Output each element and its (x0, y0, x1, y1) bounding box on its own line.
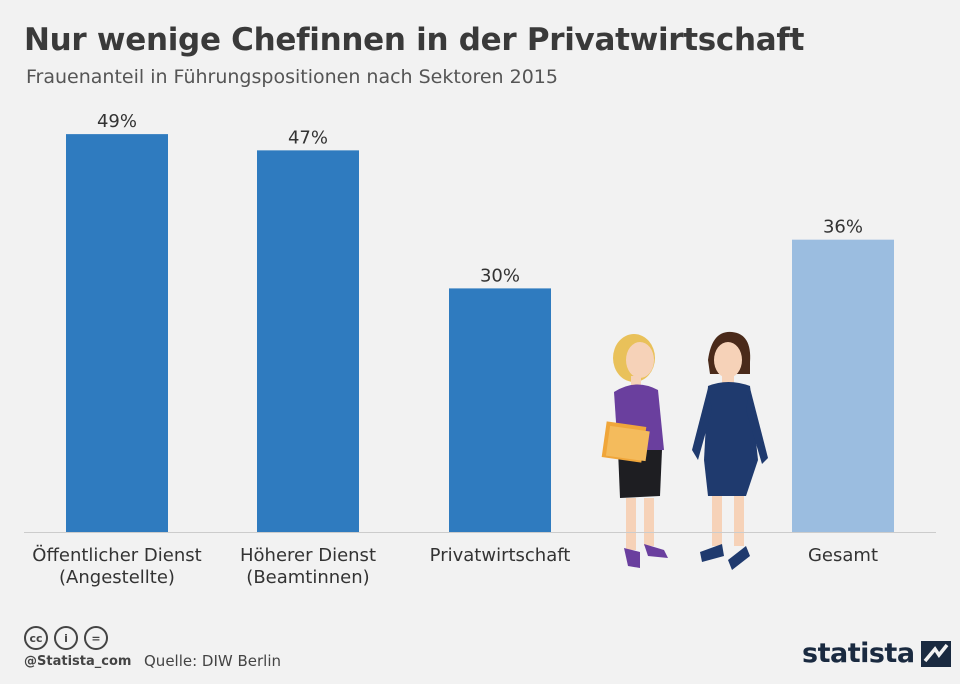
license-icons: cc i = (24, 626, 108, 650)
category-label-0-0: Öffentlicher Dienst (32, 544, 201, 566)
bar-1 (257, 150, 359, 533)
value-label-2: 30% (480, 265, 520, 286)
category-label-0-1: (Angestellte) (59, 567, 175, 588)
bar-0 (66, 134, 168, 532)
businesswomen-illustration-icon (601, 331, 768, 570)
statista-logo-icon (920, 640, 951, 667)
attribution-icon: i (54, 626, 78, 650)
value-label-1: 47% (288, 127, 328, 148)
value-label-0: 49% (97, 111, 137, 132)
bar-2 (449, 288, 551, 532)
creative-commons-icon: cc (24, 626, 48, 650)
bar-3 (792, 239, 894, 532)
category-label-1-0: Höherer Dienst (240, 545, 376, 566)
chart-subtitle: Frauenanteil in Führungspositionen nach … (26, 66, 558, 88)
source-note: Quelle: DIW Berlin (144, 652, 282, 670)
value-label-3: 36% (823, 217, 863, 238)
statista-handle: @Statista_com (24, 654, 132, 669)
category-label-2-0: Privatwirtschaft (430, 545, 571, 566)
category-label-1-1: (Beamtinnen) (246, 567, 369, 588)
chart-title: Nur wenige Chefinnen in der Privatwirtsc… (24, 22, 805, 58)
statista-logo-text: statista (802, 638, 915, 669)
bar-chart: 49% Öffentlicher Dienst(Angestellte) 47% Hö… (24, 111, 936, 588)
no-derivatives-icon: = (84, 626, 108, 650)
category-label-3-0: Gesamt (808, 545, 878, 566)
statista-logo: statista (802, 638, 951, 669)
